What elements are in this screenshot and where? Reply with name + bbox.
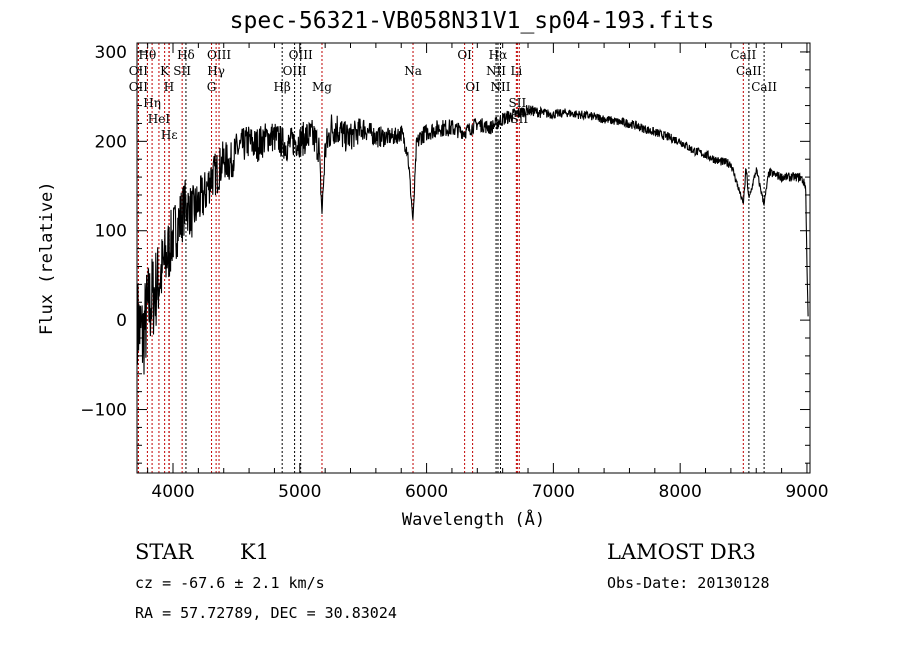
line-label: Hδ — [177, 48, 195, 62]
x-tick-label: 8000 — [659, 482, 702, 502]
line-label: G — [207, 80, 217, 94]
line-label: Li — [510, 64, 522, 78]
line-label: SII — [509, 96, 527, 110]
x-tick-label: 5000 — [278, 482, 321, 502]
y-tick-label: −100 — [80, 401, 127, 421]
line-label: H — [164, 80, 174, 94]
x-tick-label: 4000 — [151, 482, 194, 502]
plot-frame — [136, 42, 811, 474]
spectrum-line — [137, 105, 809, 375]
line-label: Hβ — [273, 80, 290, 94]
line-label: OIII — [289, 48, 313, 62]
line-label: CaII — [751, 80, 777, 94]
y-tick-label: 0 — [116, 311, 127, 331]
coordinates: RA = 57.72789, DEC = 30.83024 — [135, 604, 397, 622]
x-tick-label: 9000 — [785, 482, 828, 502]
line-label: CaII — [736, 64, 762, 78]
line-label: HeI — [148, 112, 171, 126]
line-label: NII — [491, 80, 511, 94]
object-subclass: K1 — [240, 540, 270, 564]
y-tick-label: 100 — [95, 222, 127, 242]
line-label: Mg — [312, 80, 332, 94]
line-label: SII — [173, 64, 191, 78]
line-label: OII — [129, 64, 149, 78]
x-tick-label: 7000 — [532, 482, 575, 502]
redshift-cz: cz = -67.6 ± 2.1 km/s — [135, 574, 325, 592]
y-axis-label: Flux (relative) — [37, 181, 57, 335]
line-label: K — [160, 64, 170, 78]
line-label: Hγ — [207, 64, 225, 78]
line-label: OIII — [207, 48, 231, 62]
observation-date: Obs-Date: 20130128 — [607, 574, 770, 592]
y-tick-label: 200 — [95, 132, 127, 152]
line-label: Hα — [489, 48, 508, 62]
line-label: Na — [404, 64, 422, 78]
chart-title: spec-56321-VB058N31V1_sp04-193.fits — [229, 8, 715, 34]
line-label: OII — [129, 80, 149, 94]
line-label: Hθ — [139, 48, 157, 62]
line-label: Hη — [143, 96, 161, 110]
line-label: NII — [486, 64, 506, 78]
y-tick-label: 300 — [95, 43, 127, 63]
object-class: STAR — [135, 540, 194, 564]
line-label: OI — [457, 48, 472, 62]
line-label: OI — [465, 80, 480, 94]
line-label: Hε — [161, 128, 178, 142]
line-label: CaII — [730, 48, 756, 62]
x-tick-label: 6000 — [405, 482, 448, 502]
x-axis-label: Wavelength (Å) — [401, 510, 546, 530]
line-label: OIII — [283, 64, 307, 78]
survey-name: LAMOST DR3 — [607, 540, 756, 564]
